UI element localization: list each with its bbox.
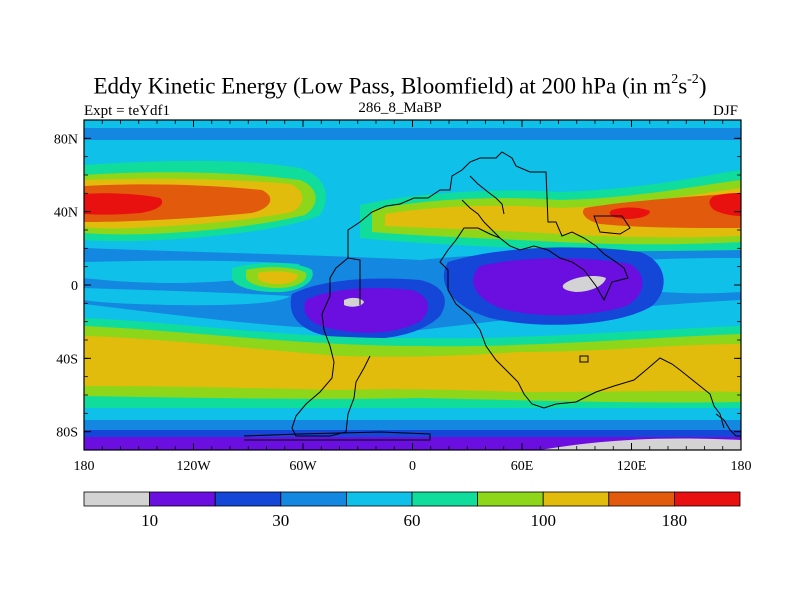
colorbar-swatch-2 (214, 491, 282, 507)
contour-indian-low-gray (562, 276, 606, 292)
contour-southern-blue (84, 420, 741, 432)
colorbar-swatch-9 (674, 491, 741, 507)
y-tick-label-4: 80S (56, 426, 78, 441)
season-label: DJF (712, 103, 738, 119)
colorbar-swatch-0 (83, 491, 150, 507)
contour-nh-orange-jet (84, 184, 741, 228)
colorbar-label-1: 30 (272, 511, 289, 530)
coastline-australia-east (715, 413, 741, 437)
contour-america-low-purple (304, 288, 428, 333)
colorbar-swatch-3 (280, 491, 347, 507)
contour-tropics-cyan-south (84, 258, 741, 306)
contour-america-low-gray (344, 297, 364, 307)
experiment-label: Expt = teYdf1 (84, 103, 170, 119)
x-tick-label-5: 120E (617, 459, 647, 474)
coastline-greenland (461, 175, 505, 239)
contour-indian-low-purple (473, 258, 643, 316)
colorbar-swatch-1 (149, 491, 216, 507)
colorbar-swatch-6 (477, 491, 544, 507)
run-label: 286_8_MaBP (358, 100, 442, 116)
colorbar-label-0: 10 (141, 511, 158, 530)
colorbar-label-2: 60 (404, 511, 421, 530)
contour-field (84, 120, 741, 450)
x-tick-label-2: 60W (289, 459, 317, 474)
colorbar-swatch-7 (542, 491, 610, 507)
y-tick-label-2: 0 (71, 279, 78, 294)
y-tick-label-0: 80N (54, 132, 78, 147)
contour-pacific-yellow-blob (258, 271, 298, 284)
coastline-asia-inner (593, 215, 631, 235)
contour-sh-yellow-band (84, 336, 741, 392)
coastline-antarctica (243, 431, 431, 441)
coastline-africa-eurasia (347, 151, 725, 429)
y-tick-label-3: 40S (56, 352, 78, 367)
axes: 180 120W 60W 0 60E 120E 180 80N 40N 0 40S 80S (54, 120, 752, 474)
x-tick-label-3: 0 (409, 459, 416, 474)
x-tick-label-0: 180 (74, 459, 95, 474)
colorbar: 10 30 60 100 180 (83, 491, 741, 530)
contour-southern-dark-blue (84, 430, 741, 440)
x-tick-label-1: 120W (176, 459, 211, 474)
coastline-south-america (291, 313, 371, 437)
coastline-south-island (579, 355, 589, 363)
colorbar-label-4: 180 (662, 511, 688, 530)
colorbar-label-3: 100 (530, 511, 556, 530)
y-tick-label-1: 40N (54, 206, 78, 221)
x-tick-label-4: 60E (511, 459, 534, 474)
colorbar-swatch-8 (608, 491, 675, 507)
colorbar-swatch-5 (411, 491, 478, 507)
colorbar-swatch-4 (345, 491, 413, 507)
coastline-north-america (321, 257, 349, 315)
contour-southern-cyan (84, 408, 741, 422)
contour-antarctic-gray (540, 438, 741, 450)
x-tick-label-6: 180 (731, 459, 752, 474)
plot-title: Eddy Kinetic Energy (Low Pass, Bloomfiel… (93, 72, 707, 99)
coastlines (243, 151, 741, 441)
